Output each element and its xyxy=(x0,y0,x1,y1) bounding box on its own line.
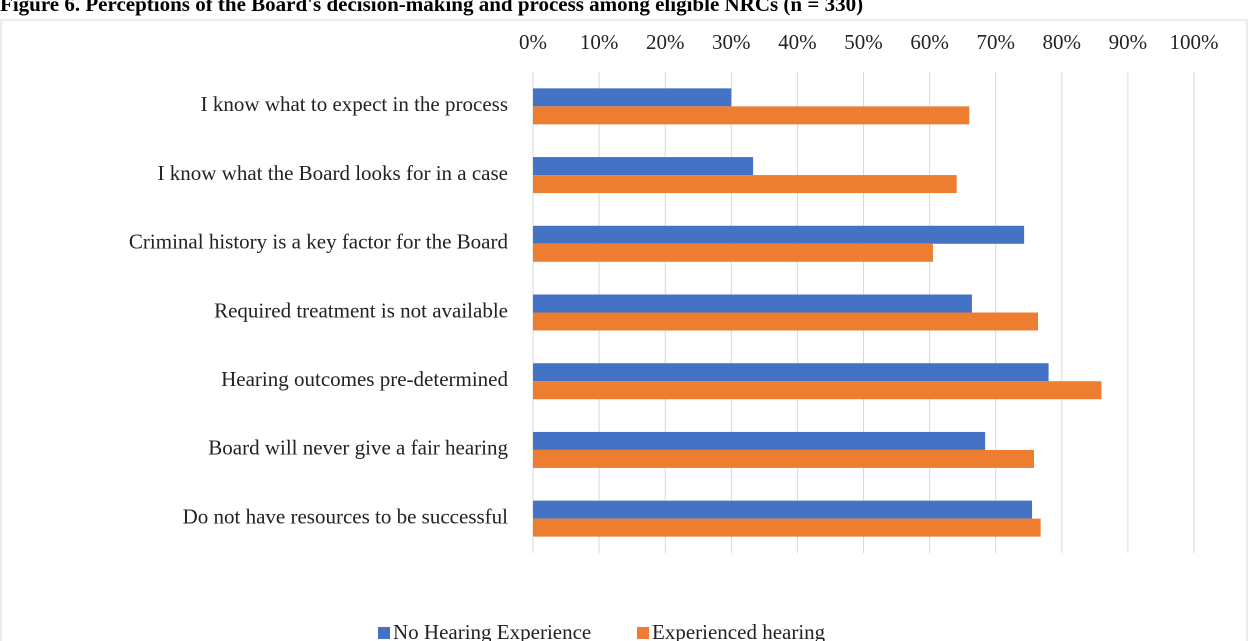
legend-swatch xyxy=(637,627,649,639)
y-tick-label: Board will never give a fair hearing xyxy=(208,436,508,460)
bar xyxy=(533,312,1039,331)
x-tick-label: 50% xyxy=(844,30,883,54)
bar xyxy=(533,431,986,450)
x-tick-label: 60% xyxy=(910,30,949,54)
y-tick-label: I know what to expect in the process xyxy=(201,92,508,116)
x-tick-label: 20% xyxy=(646,30,685,54)
y-tick-label: I know what the Board looks for in a cas… xyxy=(158,161,509,185)
bar xyxy=(533,518,1041,537)
y-tick-label: Required treatment is not available xyxy=(214,298,508,322)
legend-label: No Hearing Experience xyxy=(393,620,591,641)
chart-title: Figure 6. Perceptions of the Board's dec… xyxy=(0,0,863,16)
bar xyxy=(533,225,1025,244)
bar xyxy=(533,363,1049,382)
bar xyxy=(533,294,972,313)
bar xyxy=(533,381,1102,400)
x-tick-label: 30% xyxy=(712,30,751,54)
y-tick-label: Do not have resources to be successful xyxy=(183,504,509,528)
bar xyxy=(533,88,732,107)
y-tick-label: Criminal history is a key factor for the… xyxy=(129,230,509,254)
legend-swatch xyxy=(378,627,390,639)
x-tick-label: 90% xyxy=(1109,30,1148,54)
x-tick-label: 0% xyxy=(519,30,547,54)
x-tick-label: 100% xyxy=(1170,30,1219,54)
x-tick-label: 40% xyxy=(778,30,817,54)
bar xyxy=(533,449,1035,468)
y-tick-label: Hearing outcomes pre-determined xyxy=(221,367,508,391)
x-tick-label: 70% xyxy=(976,30,1015,54)
bar xyxy=(533,243,933,262)
bar xyxy=(533,106,970,125)
legend-label: Experienced hearing xyxy=(652,620,826,641)
bar xyxy=(533,175,957,194)
bar xyxy=(533,157,754,176)
x-tick-label: 80% xyxy=(1043,30,1082,54)
x-tick-label: 10% xyxy=(580,30,619,54)
bar xyxy=(533,500,1033,519)
